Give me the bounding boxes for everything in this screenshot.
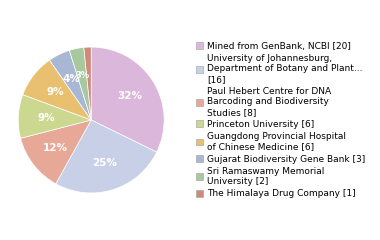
Text: 9%: 9%	[47, 87, 64, 97]
Wedge shape	[91, 47, 164, 152]
Text: 9%: 9%	[37, 113, 55, 123]
Wedge shape	[49, 50, 91, 120]
Text: 12%: 12%	[43, 143, 68, 153]
Wedge shape	[23, 60, 91, 120]
Wedge shape	[70, 48, 91, 120]
Text: 25%: 25%	[92, 158, 117, 168]
Wedge shape	[21, 120, 91, 184]
Wedge shape	[18, 95, 91, 138]
Text: 32%: 32%	[117, 91, 142, 101]
Text: 4%: 4%	[62, 74, 80, 84]
Legend: Mined from GenBank, NCBI [20], University of Johannesburg,
Department of Botany : Mined from GenBank, NCBI [20], Universit…	[196, 42, 365, 198]
Text: 3%: 3%	[75, 71, 89, 80]
Wedge shape	[84, 47, 91, 120]
Wedge shape	[56, 120, 157, 193]
